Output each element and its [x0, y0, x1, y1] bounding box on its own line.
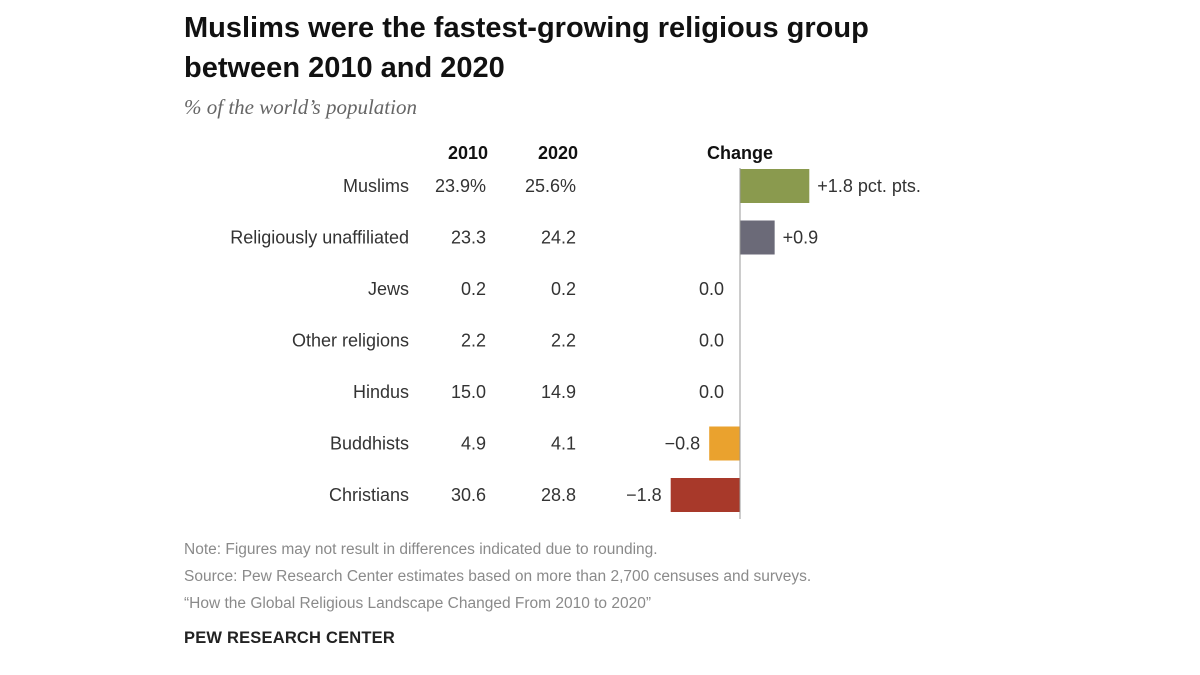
value-2020: 24.2: [541, 228, 576, 248]
value-2010: 23.3: [451, 228, 486, 248]
value-2020: 14.9: [541, 382, 576, 402]
value-2020: 0.2: [551, 279, 576, 299]
change-label: 0.0: [699, 382, 724, 402]
category-label: Hindus: [353, 382, 409, 402]
change-bar: [670, 478, 740, 512]
change-label: +1.8 pct. pts.: [817, 176, 921, 196]
column-header-2020: 2020: [538, 143, 578, 163]
change-bar: [740, 220, 775, 255]
chart-title-line-2: between 2010 and 2020: [184, 52, 505, 84]
pew-research-center-logo: PEW RESEARCH CENTER: [184, 629, 395, 647]
value-2020: 2.2: [551, 331, 576, 351]
column-header-2010: 2010: [448, 143, 488, 163]
value-2010: 0.2: [461, 279, 486, 299]
chart-title: Muslims were the fastest-growing religio…: [184, 8, 1084, 88]
value-2010: 15.0: [451, 382, 486, 402]
change-label: 0.0: [699, 279, 724, 299]
note-text: Note: Figures may not result in differen…: [184, 541, 658, 558]
value-2020: 25.6%: [525, 176, 576, 196]
value-2010: 4.9: [461, 434, 486, 454]
change-label: −1.8: [626, 485, 662, 505]
change-bar-chart: 2010 2020 Change Muslims 23.9% 25.6% +1.8 pct.…: [230, 143, 921, 519]
category-label: Christians: [329, 485, 409, 505]
column-header-change: Change: [707, 143, 773, 163]
value-2010: 30.6: [451, 485, 486, 505]
value-2010: 23.9%: [435, 176, 486, 196]
source-text: Source: Pew Research Center estimates ba…: [184, 568, 812, 585]
value-2020: 4.1: [551, 434, 576, 454]
value-2020: 28.8: [541, 485, 576, 505]
change-label: −0.8: [665, 434, 701, 454]
category-label: Muslims: [343, 176, 409, 196]
chart-title-line-1: Muslims were the fastest-growing religio…: [184, 12, 869, 44]
value-2010: 2.2: [461, 331, 486, 351]
change-bar: [740, 169, 810, 203]
report-title-text: “How the Global Religious Landscape Chan…: [184, 595, 652, 612]
change-label: +0.9: [783, 228, 819, 248]
change-bar: [709, 426, 740, 461]
category-label: Religiously unaffiliated: [230, 228, 409, 248]
category-label: Other religions: [292, 331, 409, 351]
category-label: Buddhists: [330, 434, 409, 454]
change-label: 0.0: [699, 331, 724, 351]
category-label: Jews: [368, 279, 409, 299]
chart-subtitle: % of the world’s population: [184, 95, 417, 119]
